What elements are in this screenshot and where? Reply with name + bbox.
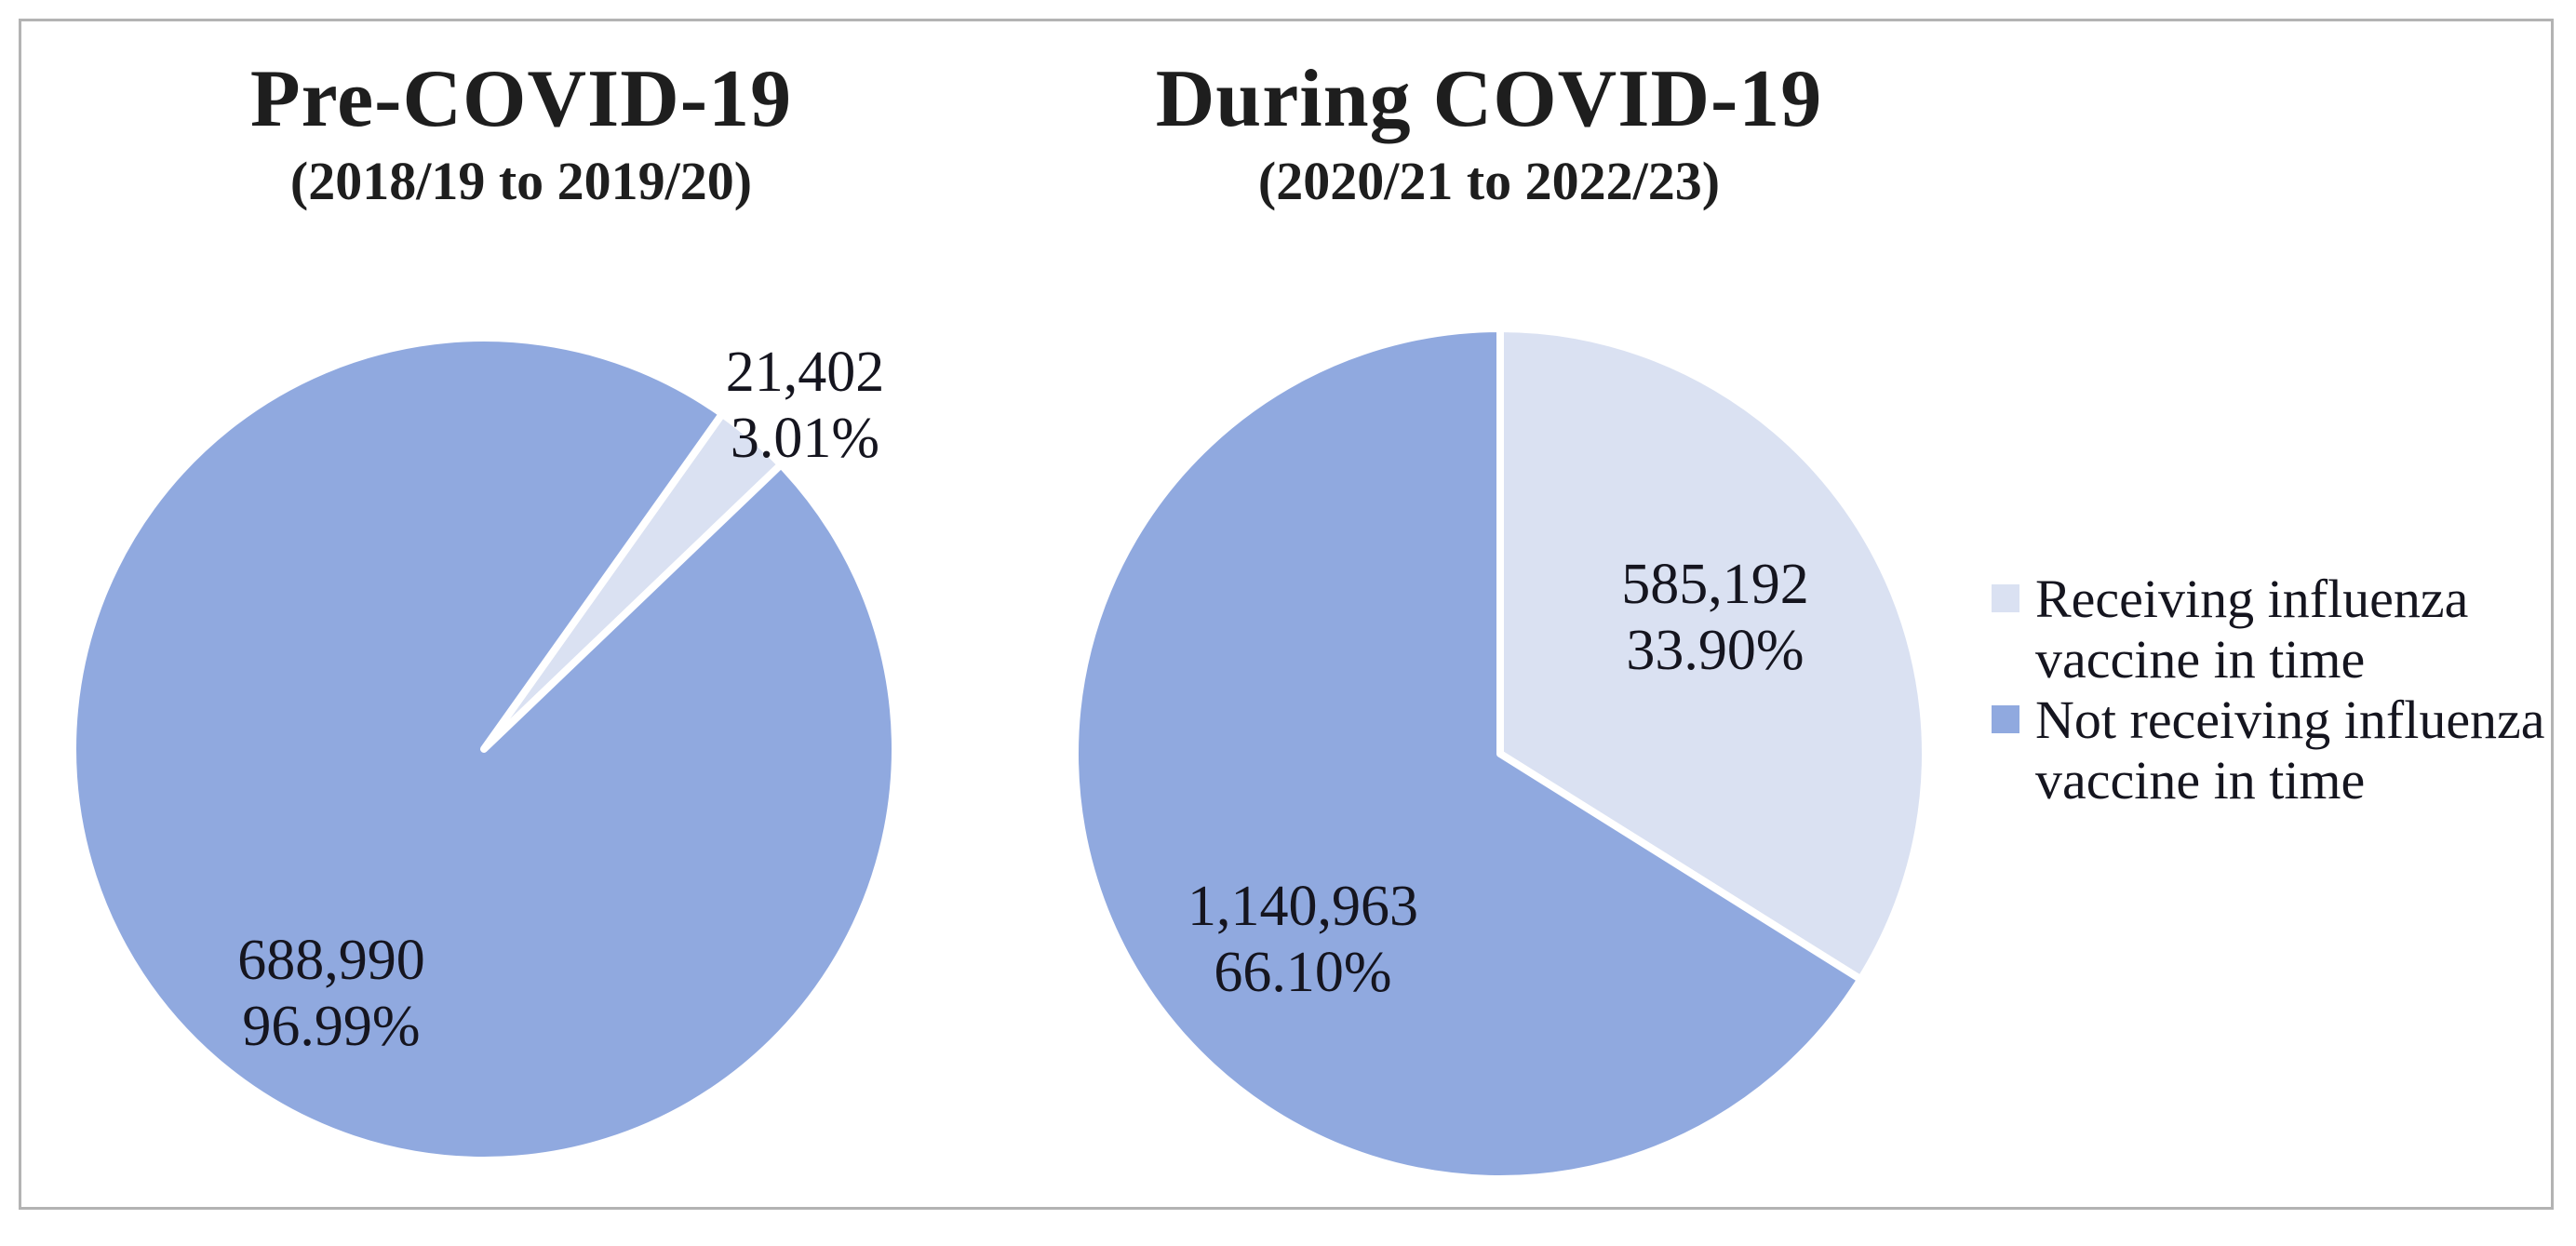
legend-label: Receiving influenza vaccine in time (2035, 569, 2469, 690)
data-label-pre-covid-not-received: 688,990 96.99% (237, 928, 425, 1060)
legend-item-received: Receiving influenza vaccine in time (1992, 569, 2576, 690)
data-label-during-covid-received: 585,192 33.90% (1621, 552, 1809, 684)
data-label-percent: 66.10% (1214, 941, 1392, 1004)
data-label-value: 688,990 (237, 929, 425, 992)
data-label-percent: 96.99% (242, 995, 421, 1058)
data-label-pre-covid-received: 21,402 3.01% (726, 340, 885, 472)
legend-swatch-medium-blue-icon (1992, 705, 2019, 733)
pie-chart-pre-covid (69, 334, 899, 1164)
data-label-value: 21,402 (725, 341, 885, 404)
pie-slice (69, 334, 899, 1164)
during-covid-title: During COVID-19 (1155, 54, 1823, 144)
pre-covid-title: Pre-COVID-19 (249, 54, 793, 144)
pie-slice (1071, 325, 1865, 1183)
pie-chart-during-covid (1071, 325, 1929, 1183)
pre-covid-subtitle: (2018/19 to 2019/20) (289, 151, 753, 211)
data-label-value: 585,192 (1621, 553, 1809, 616)
chart-legend: Receiving influenza vaccine in time Not … (1992, 569, 2576, 811)
data-label-value: 1,140,963 (1187, 875, 1418, 938)
data-label-percent: 3.01% (730, 407, 880, 470)
during-covid-title-block: During COVID-19 (2020/21 to 2022/23) (968, 52, 2010, 216)
legend-swatch-light-blue-icon (1992, 584, 2019, 612)
data-label-during-covid-not-received: 1,140,963 66.10% (1187, 874, 1418, 1006)
legend-item-not-received: Not receiving influenza vaccine in time (1992, 690, 2576, 811)
during-covid-subtitle: (2020/21 to 2022/23) (1257, 151, 1721, 211)
legend-label: Not receiving influenza vaccine in time (2035, 690, 2545, 811)
pre-covid-title-block: Pre-COVID-19 (2018/19 to 2019/20) (0, 52, 1042, 216)
data-label-percent: 33.90% (1626, 619, 1805, 682)
